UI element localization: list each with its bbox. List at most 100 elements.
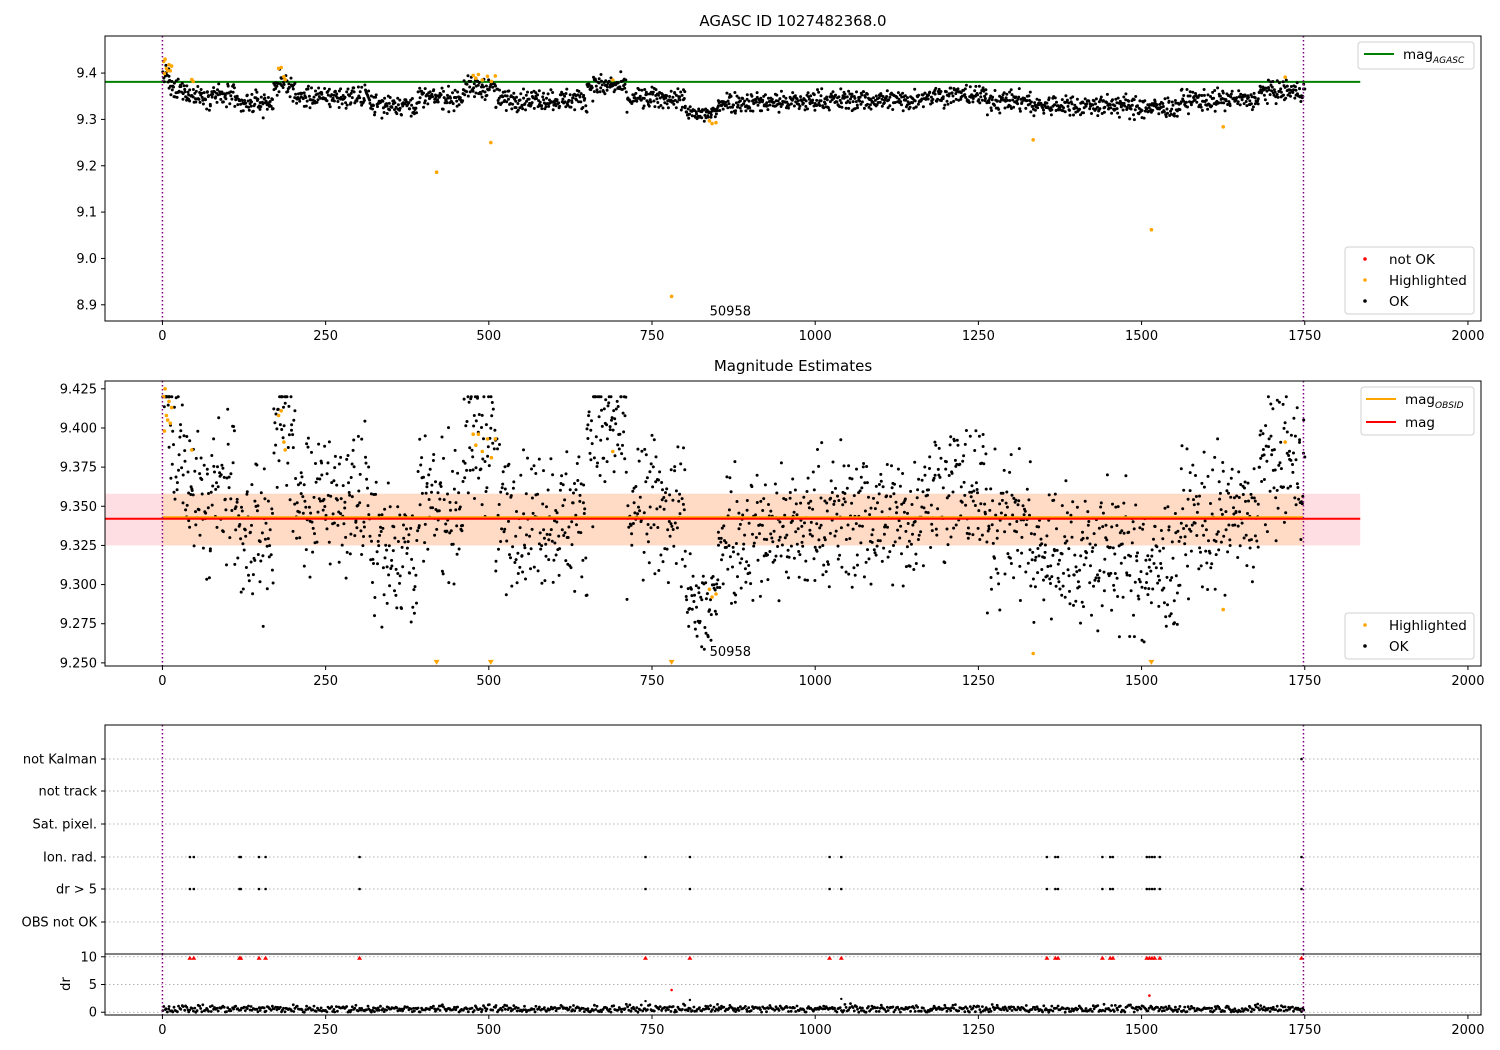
ok-point	[271, 511, 274, 515]
ok-point	[1023, 509, 1027, 513]
ok-point	[511, 486, 515, 490]
ok-point	[245, 492, 249, 496]
plot-area	[105, 36, 1481, 321]
ok-point	[1115, 576, 1119, 580]
ok-point	[787, 576, 790, 580]
ok-point	[769, 532, 773, 536]
ok-point	[659, 104, 663, 107]
ok-point	[1163, 506, 1167, 510]
ok-point	[1273, 90, 1277, 94]
ok-point	[491, 85, 495, 89]
legend-box	[1357, 41, 1475, 70]
dr-point	[494, 1004, 498, 1007]
ok-point	[221, 530, 225, 534]
ok-point	[936, 507, 940, 511]
ok-point	[985, 540, 989, 544]
ok-point	[501, 95, 505, 99]
ok-point	[457, 491, 461, 495]
flag-point	[264, 855, 267, 859]
ok-point	[468, 468, 472, 472]
dr-point	[600, 1010, 603, 1014]
dr-point	[668, 1005, 671, 1009]
ok-point	[1289, 88, 1293, 92]
ok-point	[687, 624, 691, 628]
ok-point	[472, 86, 476, 90]
ok-point	[530, 101, 534, 105]
ok-point	[675, 526, 679, 530]
ok-point	[1187, 112, 1190, 116]
ok-point	[670, 524, 674, 528]
ok-point	[229, 472, 233, 476]
ok-point	[745, 560, 749, 564]
dr-point	[807, 1005, 810, 1008]
flag-point	[192, 887, 196, 891]
ok-point	[674, 106, 678, 110]
dr-point	[971, 1006, 975, 1010]
ok-point	[1053, 96, 1057, 100]
ok-point	[763, 93, 767, 97]
dr-point	[897, 1008, 901, 1011]
ok-point	[1291, 470, 1295, 474]
ok-point	[590, 86, 594, 90]
ok-point	[806, 476, 810, 480]
ok-point	[520, 103, 524, 107]
ok-point	[382, 593, 386, 597]
ok-point	[984, 487, 988, 491]
ok-point	[640, 449, 644, 453]
ok-point	[836, 544, 840, 548]
ok-point	[1262, 453, 1266, 457]
ok-point	[971, 100, 975, 104]
ok-point	[1272, 88, 1276, 92]
ok-point	[908, 105, 912, 109]
ok-point	[545, 96, 548, 100]
ok-point	[224, 97, 228, 101]
flag-label: dr > 5	[56, 883, 97, 898]
flag-point	[1101, 855, 1104, 859]
plot-frame	[104, 35, 1482, 322]
ok-point	[1190, 523, 1194, 527]
ok-point	[752, 541, 756, 545]
ok-point	[893, 482, 896, 486]
ok-point	[183, 87, 187, 91]
ok-point	[974, 84, 978, 88]
ok-point	[410, 103, 414, 107]
ok-point	[172, 490, 176, 494]
ok-point	[1012, 105, 1016, 109]
ok-point	[287, 82, 291, 86]
ok-point	[313, 532, 316, 536]
ok-point	[1216, 437, 1220, 441]
ok-point	[1166, 96, 1170, 100]
ok-point	[843, 492, 847, 495]
ok-point	[1194, 495, 1198, 498]
ok-point	[1274, 539, 1278, 543]
ok-point	[1092, 584, 1095, 588]
ok-point	[554, 509, 558, 512]
ok-point	[247, 573, 250, 577]
ok-point	[514, 534, 518, 538]
ok-point	[854, 100, 858, 104]
ok-point	[1232, 496, 1236, 500]
ok-point	[1258, 465, 1261, 469]
ok-point	[345, 457, 349, 461]
ok-point	[721, 553, 725, 557]
ok-point	[373, 110, 377, 114]
ok-point	[692, 600, 696, 603]
ok-point	[1009, 453, 1013, 457]
ok-point	[207, 492, 210, 495]
ok-point	[784, 498, 788, 502]
ok-point	[888, 550, 892, 554]
ok-point	[392, 525, 396, 529]
ok-point	[595, 88, 599, 92]
ok-point	[212, 437, 216, 441]
ok-point	[1299, 538, 1303, 541]
ok-point	[695, 605, 698, 609]
ok-point	[660, 481, 664, 484]
highlighted-point	[163, 57, 167, 61]
ok-point	[1275, 93, 1279, 96]
ok-point	[492, 89, 496, 93]
ok-point	[1146, 593, 1150, 597]
ok-point	[230, 97, 234, 101]
ok-point	[1110, 111, 1114, 115]
ok-point	[1088, 581, 1092, 585]
ok-point	[568, 488, 572, 492]
